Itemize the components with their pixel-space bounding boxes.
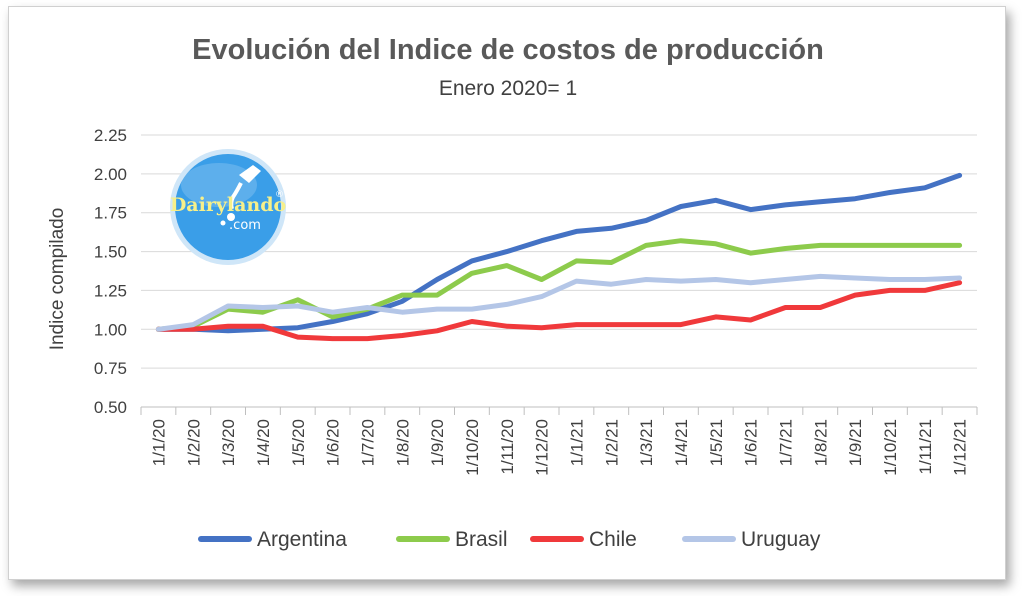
chart-title: Evolución del Indice de costos de produc… (192, 34, 824, 66)
y-tick-label: 0.75 (94, 359, 127, 378)
x-tick-label: 1/9/21 (846, 419, 865, 466)
x-tick-label: 1/2/21 (602, 419, 621, 466)
x-tick-label: 1/8/20 (393, 419, 412, 466)
series-lines (155, 172, 963, 342)
y-tick-label: 1.00 (94, 320, 127, 339)
y-tick-label: 2.25 (94, 126, 127, 145)
x-tick-label: 1/6/21 (742, 419, 761, 466)
logo-suffix: .com (229, 218, 261, 233)
x-tick-label: 1/4/21 (672, 419, 691, 466)
line-chart: Evolución del Indice de costos de produc… (47, 34, 978, 551)
x-axis-ticks: 1/1/20 1/2/20 1/3/20 1/4/20 1/5/20 1/6/20 1/7/… (149, 419, 969, 476)
dairylando-logo: Dairylando ® .com (170, 149, 286, 265)
logo-shine (181, 163, 257, 207)
legend-label: Uruguay (741, 528, 821, 551)
x-tick-label: 1/7/20 (358, 419, 377, 466)
x-tick-label: 1/10/20 (463, 419, 482, 476)
x-tick-label: 1/3/21 (637, 419, 656, 466)
x-tick-label: 1/1/20 (149, 419, 168, 466)
series-line-brasil (155, 238, 963, 332)
series-line-argentina (155, 172, 963, 334)
logo-disc (175, 154, 281, 260)
x-axis (140, 406, 978, 415)
series-line-chile (155, 280, 963, 342)
x-tick-label: 1/8/21 (811, 419, 830, 466)
y-axis-ticks: 0.50 0.75 1.00 1.25 1.50 1.75 2.00 2.25 (94, 126, 127, 417)
x-tick-label: 1/12/21 (951, 419, 970, 476)
x-tick-label: 1/3/20 (219, 419, 238, 466)
legend-label: Brasil (455, 528, 508, 551)
x-tick-label: 1/9/20 (428, 419, 447, 466)
x-tick-label: 1/5/20 (289, 419, 308, 466)
x-tick-label: 1/4/20 (254, 419, 273, 466)
chart-subtitle: Enero 2020= 1 (439, 77, 577, 100)
legend-label: Argentina (257, 528, 347, 551)
x-tick-label: 1/5/21 (707, 419, 726, 466)
y-tick-label: 1.25 (94, 281, 127, 300)
x-tick-label: 1/11/20 (498, 419, 517, 474)
milk-jug-icon (220, 165, 261, 226)
y-tick-label: 2.00 (94, 165, 127, 184)
x-tick-label: 1/6/20 (324, 419, 343, 466)
x-tick-label: 1/11/21 (916, 419, 935, 474)
y-tick-label: 1.50 (94, 243, 127, 262)
legend-label: Chile (589, 528, 637, 551)
legend: Argentina Brasil Chile Uruguay (198, 528, 821, 551)
x-tick-label: 1/10/21 (881, 419, 900, 476)
x-tick-label: 1/2/20 (184, 419, 203, 466)
series-line-uruguay (155, 273, 963, 332)
logo-registered: ® (275, 190, 284, 200)
chart-frame: Evolución del Indice de costos de produc… (8, 6, 1006, 580)
x-tick-label: 1/1/21 (567, 419, 586, 466)
x-tick-label: 1/12/20 (533, 419, 552, 476)
y-tick-label: 1.75 (94, 204, 127, 223)
y-tick-label: 0.50 (94, 398, 127, 417)
y-axis-label: Indice compilado (47, 208, 68, 351)
x-tick-label: 1/7/21 (776, 419, 795, 466)
logo-name: Dairylando (170, 194, 286, 216)
